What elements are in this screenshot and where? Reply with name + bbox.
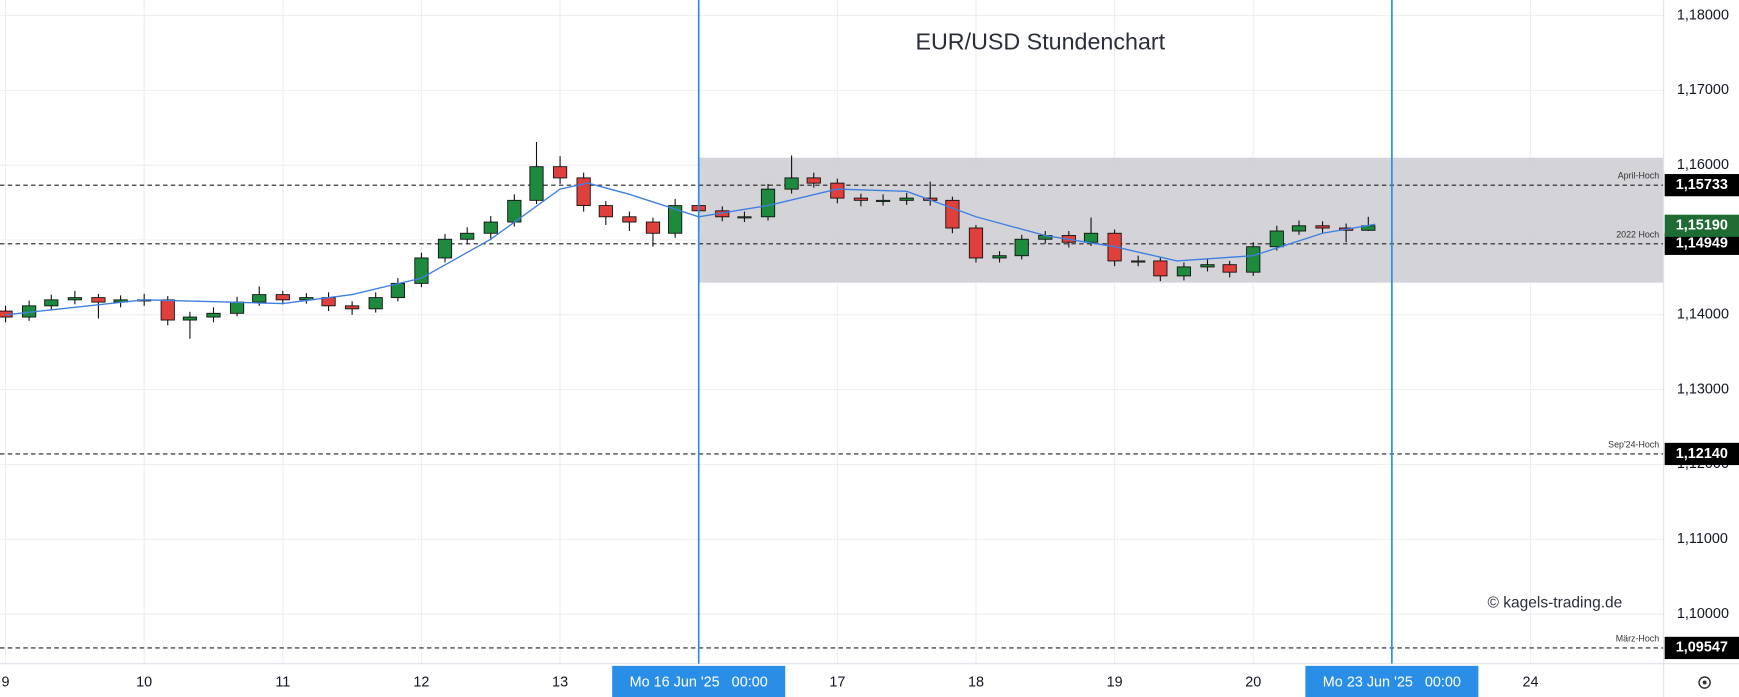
time-highlight <box>1305 665 1479 697</box>
settings-dot <box>1702 680 1707 685</box>
candle-body <box>368 297 383 310</box>
candle-body <box>1246 246 1261 273</box>
level-price-label: 1,15733 <box>1676 177 1728 193</box>
candle-body <box>737 216 752 219</box>
candle-body <box>598 205 613 218</box>
candle-body <box>576 177 591 207</box>
candle-body <box>1315 225 1330 229</box>
x-tick-label: 13 <box>552 674 568 690</box>
level-price-box <box>1664 442 1739 466</box>
range-zone <box>698 157 1664 283</box>
level-name: März-Hoch <box>1616 633 1659 643</box>
candle-body <box>44 299 59 307</box>
candle-body <box>1291 225 1307 232</box>
y-tick-label: 1,18000 <box>1677 7 1729 23</box>
x-tick-label: 11 <box>275 674 290 690</box>
level-name: 2022 Hoch <box>1616 229 1659 239</box>
level-price-label: 1,09547 <box>1676 640 1728 656</box>
candle-body <box>182 316 198 321</box>
time-highlight <box>612 665 786 697</box>
candle-body <box>1269 230 1284 248</box>
candle-body <box>668 205 683 234</box>
candle-body <box>853 197 869 201</box>
x-tick-label: 24 <box>1522 674 1538 690</box>
candle-body <box>91 297 106 303</box>
candle-body <box>67 297 82 301</box>
settings-icon[interactable] <box>1698 676 1711 689</box>
candle-body <box>275 294 290 301</box>
candle-body <box>299 297 314 301</box>
y-tick-label: 1,10000 <box>1677 606 1729 622</box>
x-tick-label: 20 <box>1245 674 1261 690</box>
x-tick-label: 12 <box>413 674 429 690</box>
x-tick-label: 2 <box>1665 674 1673 690</box>
candle-body <box>1083 232 1099 243</box>
x-tick-label: Mo 16 Jun '25 00:00 <box>630 674 768 690</box>
candle-body <box>345 305 360 310</box>
candle-body <box>483 221 498 234</box>
x-tick-label: Mo 23 Jun '25 00:00 <box>1323 674 1461 690</box>
level-name: April-Hoch <box>1618 171 1659 181</box>
candle-body <box>437 238 453 259</box>
level-price-box <box>1664 636 1739 660</box>
y-tick-label: 1,16000 <box>1677 157 1729 173</box>
x-tick-label: 18 <box>968 674 984 690</box>
level-price-label: 1,14949 <box>1676 236 1728 252</box>
x-tick-label: 9 <box>2 674 10 690</box>
level-name: Sep'24-Hoch <box>1608 439 1659 449</box>
candle-body <box>875 199 891 202</box>
candle-body <box>1131 260 1146 263</box>
x-tick-label: 17 <box>829 674 845 690</box>
chart-title: EUR/USD Stundenchart <box>915 28 1165 54</box>
candle-body <box>206 312 221 318</box>
y-tick-label: 1,17000 <box>1677 82 1729 98</box>
candle-body <box>622 216 637 223</box>
candle-body <box>552 166 568 179</box>
settings-ring <box>1698 676 1711 689</box>
y-tick-label: 1,13000 <box>1677 381 1729 397</box>
candle-body <box>1176 266 1192 277</box>
candle-body <box>760 188 776 218</box>
level-price-label: 1,12140 <box>1676 446 1728 462</box>
watermark: © kagels-trading.de <box>1488 595 1623 612</box>
x-tick-label: 19 <box>1107 674 1123 690</box>
candle-body <box>784 177 799 190</box>
candle-body <box>1222 264 1237 273</box>
candle-body <box>992 255 1007 259</box>
candle-body <box>460 232 475 240</box>
level-price-box <box>1664 174 1739 197</box>
last-price-label: 1,15190 <box>1676 218 1728 234</box>
candle-body <box>229 301 245 314</box>
candle-body <box>252 294 267 303</box>
y-tick-label: 1,14000 <box>1677 307 1729 323</box>
candle-body <box>968 227 984 259</box>
candle-body <box>1014 238 1029 257</box>
moving-average <box>5 182 1376 316</box>
last-price-box <box>1664 214 1739 237</box>
x-tick-label: 10 <box>136 674 152 690</box>
candle-body <box>645 221 661 234</box>
candle-body <box>529 166 544 201</box>
y-tick-label: 1,11000 <box>1677 531 1728 547</box>
candle-body <box>806 177 821 184</box>
candle-body <box>160 299 175 321</box>
candle-body <box>1200 264 1215 268</box>
level-price-box <box>1664 232 1739 255</box>
candle-body <box>899 197 914 201</box>
candle-body <box>945 199 960 229</box>
candle-body <box>1153 260 1168 277</box>
